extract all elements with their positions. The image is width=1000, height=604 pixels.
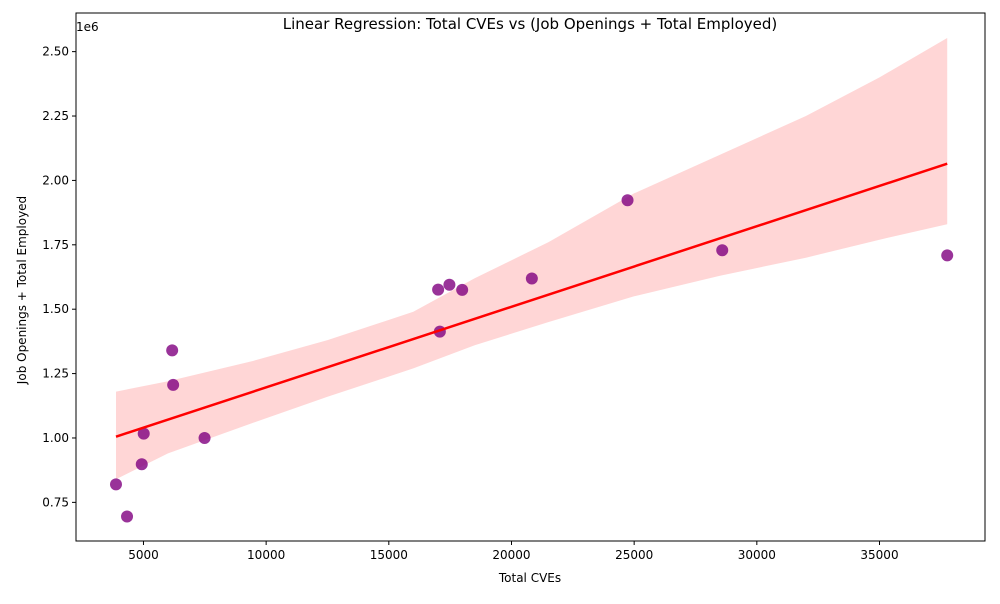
plot-area bbox=[109, 38, 954, 523]
data-point bbox=[432, 283, 445, 296]
y-tick-label: 1.25 bbox=[42, 367, 69, 381]
chart-title: Linear Regression: Total CVEs vs (Job Op… bbox=[283, 15, 777, 33]
y-tick-label: 1.50 bbox=[42, 302, 69, 316]
x-tick-label: 25000 bbox=[615, 548, 653, 562]
plot-frame bbox=[75, 12, 986, 542]
y-tick-label: 2.50 bbox=[42, 45, 69, 59]
y-axis-label: Job Openings + Total Employed bbox=[15, 196, 29, 385]
y-tick-label: 2.25 bbox=[42, 109, 69, 123]
data-point bbox=[166, 344, 179, 357]
x-tick-label: 10000 bbox=[247, 548, 285, 562]
y-axis-offset-label: 1e6 bbox=[76, 20, 99, 34]
y-tick-label: 1.75 bbox=[42, 238, 69, 252]
confidence-band bbox=[116, 38, 948, 480]
y-tick-label: 1.00 bbox=[42, 431, 69, 445]
x-tick-label: 20000 bbox=[492, 548, 530, 562]
x-tick-label: 5000 bbox=[128, 548, 159, 562]
axes: 5000 10000 15000 20000 25000 30000 35000 0.75 1.… bbox=[42, 12, 986, 562]
data-point bbox=[941, 249, 954, 262]
data-point bbox=[121, 510, 134, 523]
data-point bbox=[198, 431, 211, 444]
data-point bbox=[456, 283, 469, 296]
data-point bbox=[137, 427, 150, 440]
regression-line bbox=[115, 162, 948, 438]
y-tick-label: 2.00 bbox=[42, 173, 69, 187]
y-tick-label: 0.75 bbox=[42, 495, 69, 509]
data-point bbox=[443, 278, 456, 291]
data-point bbox=[135, 458, 148, 471]
x-tick-label: 35000 bbox=[860, 548, 898, 562]
data-point bbox=[167, 378, 180, 391]
data-point bbox=[716, 244, 729, 257]
data-point bbox=[525, 272, 538, 285]
data-point bbox=[109, 478, 122, 491]
data-point bbox=[621, 194, 634, 207]
x-axis-label: Total CVEs bbox=[498, 571, 561, 585]
x-tick-label: 30000 bbox=[738, 548, 776, 562]
x-tick-label: 15000 bbox=[370, 548, 408, 562]
